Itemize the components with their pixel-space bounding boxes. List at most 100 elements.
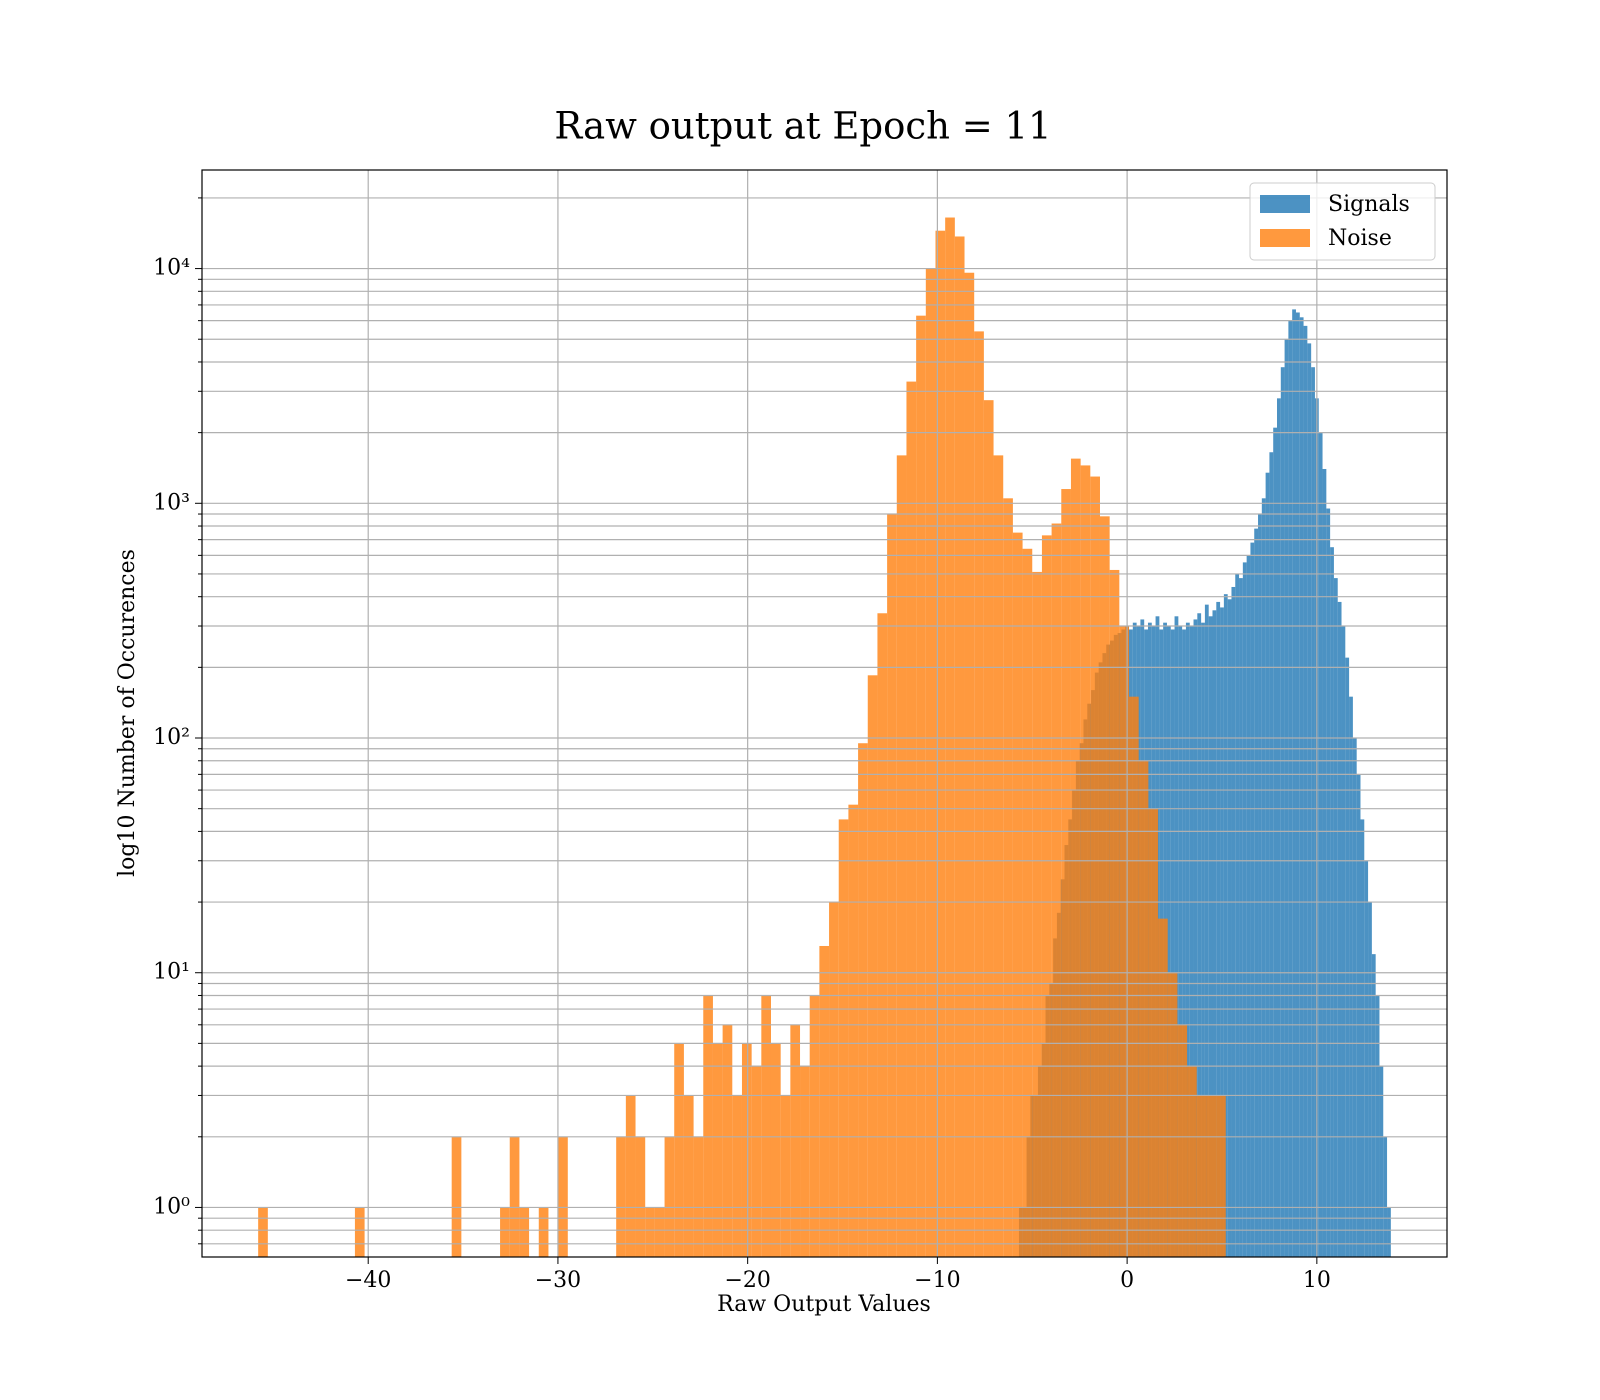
histogram-bar [1061,489,1071,1258]
legend-label: Noise [1328,226,1392,251]
histogram-bar [1158,918,1168,1257]
histogram-bar [751,1066,762,1257]
histogram-bar [1379,1066,1384,1257]
histogram-bar [1337,601,1342,1257]
histogram-bar [645,1207,655,1257]
histogram-bar [693,1136,704,1257]
histogram-bar [1189,626,1194,1257]
histogram-bar [1311,367,1315,1258]
x-tick-label: −10 [914,1268,960,1293]
x-tick-label: −40 [345,1268,391,1293]
histogram-bar [1261,498,1266,1257]
histogram-bar [1322,468,1327,1257]
histogram-bar [1119,626,1130,1257]
histogram-bar [1273,427,1278,1257]
histogram-bar [1356,774,1361,1257]
histogram-bar [896,455,907,1258]
histogram-bar [741,1043,752,1257]
histogram-bar [848,804,859,1257]
histogram-bar [1368,902,1372,1257]
histogram-bar [732,1095,742,1257]
histogram-bar [538,1207,549,1257]
histogram-bar [1269,452,1274,1257]
histogram-bar [1208,616,1213,1257]
histogram-bar [625,1095,636,1257]
histogram-bar [1387,1207,1391,1257]
histogram-bar [1318,432,1323,1257]
histogram-bar [867,675,878,1257]
histogram-bar [1032,571,1042,1257]
histogram-bar [1345,657,1350,1257]
histogram-bar [1187,1066,1197,1257]
histogram-bar [712,1043,723,1257]
histogram-bar [509,1136,520,1257]
histogram-bar [1299,317,1304,1257]
histogram-bar [761,995,771,1257]
legend-label: Signals [1328,192,1410,217]
histogram-bar [1333,578,1338,1257]
histogram-bar [780,1095,791,1257]
histogram-bar [1242,562,1247,1257]
y-tick-label: 10¹ [153,960,190,985]
histogram-bar [1216,1095,1226,1257]
histogram-bar [558,1136,568,1257]
histogram-bar [354,1207,365,1257]
histogram-bar [964,272,975,1257]
y-tick-label: 10² [153,725,190,750]
histogram-bar [683,1095,694,1257]
histogram-bar [1288,320,1293,1258]
histogram-bar [954,236,965,1257]
histogram-bar [1109,569,1120,1257]
histogram-bar [945,217,955,1257]
histogram-bar [1099,516,1110,1257]
histogram-bar [1352,738,1357,1257]
histogram-bar [1292,309,1296,1258]
histogram-bar [770,1043,781,1257]
chart-title: Raw output at Epoch = 11 [554,105,1051,148]
plot-frame [201,169,1448,1258]
histogram-bar [703,995,713,1257]
histogram-bar [1129,696,1139,1257]
histogram-bar [1212,610,1217,1257]
histogram-bar [1012,532,1023,1257]
histogram-bar [1223,594,1228,1257]
histogram-bar [1246,555,1251,1257]
histogram-bar [1254,528,1259,1257]
histogram-bar [1280,367,1285,1258]
histogram-bar [809,995,820,1257]
legend-swatch [1260,229,1310,247]
histogram-bar [674,1043,684,1257]
y-axis-label: log10 Number of Occurences [115,549,140,877]
histogram-bar [1349,696,1353,1257]
histogram-bar [935,230,946,1257]
histogram-bar [1295,312,1300,1258]
histogram-bar [1148,808,1159,1257]
histogram-bar [1326,508,1331,1258]
histogram-bar [993,455,1004,1258]
histogram-bar [1239,578,1243,1257]
histogram-bar [1341,626,1346,1257]
histogram-bar [1196,1095,1207,1257]
histogram-bar [616,1136,626,1257]
x-tick-label: 0 [1120,1268,1134,1293]
histogram-bar [983,400,994,1258]
x-axis-label: Raw Output Values [717,1292,931,1317]
histogram-bar [1206,1095,1217,1257]
histogram-bar [1235,573,1240,1257]
histogram-bar [1284,339,1289,1257]
histogram-bar [1170,629,1175,1257]
histogram-bar [906,381,917,1257]
histogram-bar [664,1136,675,1257]
histogram-bar [1197,613,1202,1257]
histogram-bar [1051,523,1062,1257]
histogram-bar [1220,607,1224,1257]
y-tick-label: 10⁴ [153,256,190,281]
histogram-bar [451,1136,462,1257]
histogram-bar [858,743,868,1257]
histogram-bar [1360,819,1365,1257]
histogram-bar [1193,619,1198,1257]
histogram-bar [1182,629,1186,1257]
histogram-bar [925,268,936,1257]
histogram-bar [800,1066,810,1257]
